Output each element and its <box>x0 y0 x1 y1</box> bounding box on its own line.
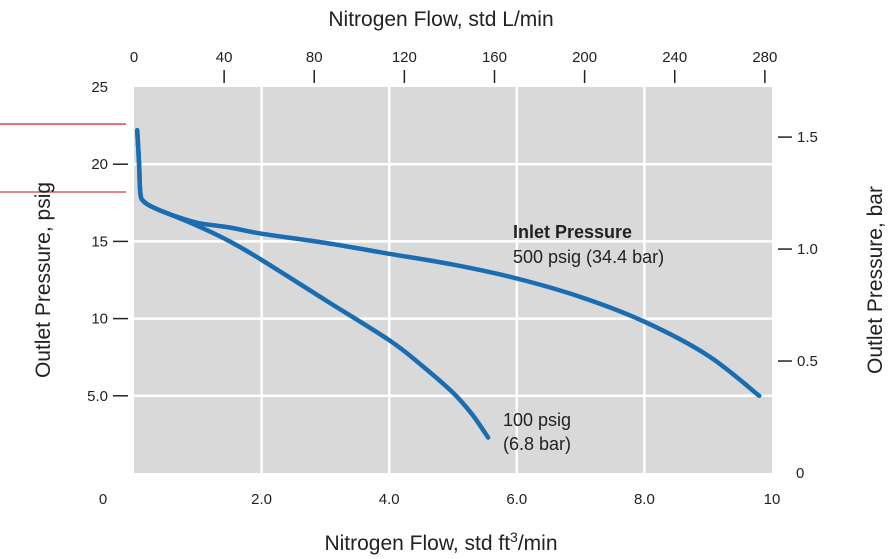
y-axis-right: 0 0.5 1.0 1.5 <box>778 129 818 482</box>
y-axis-title-right: Outlet Pressure, bar <box>864 186 887 374</box>
series-label-500-line2: 500 psig (34.4 bar) <box>513 247 664 267</box>
y-tick-label-left: 10 <box>91 311 108 328</box>
curves <box>134 127 762 440</box>
plot-area <box>134 87 772 473</box>
series-label-500-line1: Inlet Pressure <box>513 222 632 242</box>
y-tick-label-left: 5.0 <box>87 388 108 405</box>
x-tick-label-bottom: 6.0 <box>506 491 527 508</box>
x-tick-label-bottom: 0 <box>99 491 107 508</box>
y-tick-label-left: 20 <box>91 156 108 173</box>
series-label-100-line1: 100 psig <box>503 410 571 430</box>
x-tick-label-top: 200 <box>572 49 597 66</box>
annotation-lines <box>0 123 126 193</box>
x-tick-label-top: 120 <box>392 49 417 66</box>
series-label-100-line2: (6.8 bar) <box>503 434 571 454</box>
y-tick-label-right: 0.5 <box>797 353 818 370</box>
x-tick-label-top: 160 <box>482 49 507 66</box>
y-tick-label-right: 0 <box>796 465 804 482</box>
y-tick-label-right: 1.0 <box>797 241 818 258</box>
x-axis-title-bottom: Nitrogen Flow, std ft3/min <box>324 529 557 555</box>
y-axis-left: 5.0 10 15 20 25 <box>87 79 128 405</box>
x-tick-label-top: 40 <box>216 49 233 66</box>
curve-100-psig <box>134 127 491 440</box>
x-axis-bottom: 0 2.0 4.0 6.0 8.0 10 <box>99 491 781 508</box>
x-tick-label-top: 0 <box>130 49 138 66</box>
x-tick-label-bottom: 8.0 <box>634 491 655 508</box>
y-tick-label-left: 25 <box>91 79 108 96</box>
x-tick-label-top: 280 <box>752 49 777 66</box>
x-axis-title-top: Nitrogen Flow, std L/min <box>328 8 553 31</box>
y-tick-label-left: 15 <box>91 233 108 250</box>
x-axis-top: 0 40 80 120 160 200 240 280 <box>130 49 777 83</box>
x-tick-label-bottom: 2.0 <box>251 491 272 508</box>
x-tick-label-top: 240 <box>662 49 687 66</box>
x-tick-label-bottom: 4.0 <box>379 491 400 508</box>
x-tick-label-top: 80 <box>306 49 323 66</box>
x-tick-label-bottom: 10 <box>764 491 781 508</box>
y-tick-label-right: 1.5 <box>797 129 818 146</box>
y-axis-title-left: Outlet Pressure, psig <box>32 182 55 378</box>
